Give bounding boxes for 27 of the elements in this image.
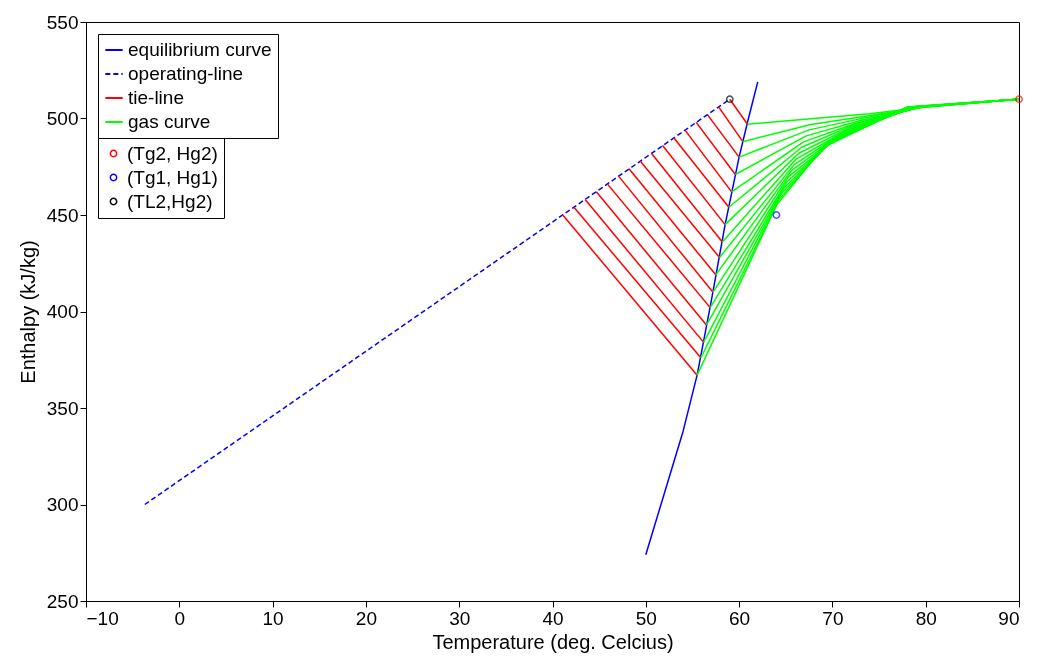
legend-label: (Tg2, Hg2) [127, 142, 218, 164]
legend-label: operating-line [128, 63, 244, 84]
x-tick-label: 40 [542, 607, 564, 629]
y-axis-title: Enthalpy (kJ/kg) [16, 240, 39, 384]
x-tick-label: 60 [729, 607, 751, 629]
legend-label: (Tg1, Hg1) [127, 166, 218, 188]
x-tick-label: −10 [86, 607, 119, 629]
x-tick-label: 50 [635, 607, 657, 629]
y-tick-label: 400 [46, 301, 79, 322]
legend-label: gas curve [128, 111, 211, 132]
y-tick-label: 350 [46, 397, 79, 419]
x-tick-label: 10 [262, 607, 284, 629]
y-tick-label: 300 [46, 494, 79, 515]
y-tick-label: 450 [46, 204, 79, 226]
legend-label: (TL2,Hg2) [127, 190, 213, 212]
x-tick-label: 30 [449, 607, 471, 629]
legend-label: equilibrium curve [128, 39, 272, 60]
y-tick-label: 500 [46, 108, 79, 129]
y-tick-label: 250 [46, 590, 79, 612]
x-axis-title: Temperature (deg. Celcius) [432, 630, 674, 653]
y-tick-label: 550 [46, 11, 79, 33]
x-tick-label: 0 [174, 607, 186, 629]
x-tick-label: 20 [355, 607, 377, 629]
x-tick-label: 70 [822, 607, 844, 629]
x-tick-label: 90 [998, 607, 1020, 629]
x-tick-label: 80 [915, 607, 937, 629]
legend-label: tie-line [128, 87, 184, 108]
